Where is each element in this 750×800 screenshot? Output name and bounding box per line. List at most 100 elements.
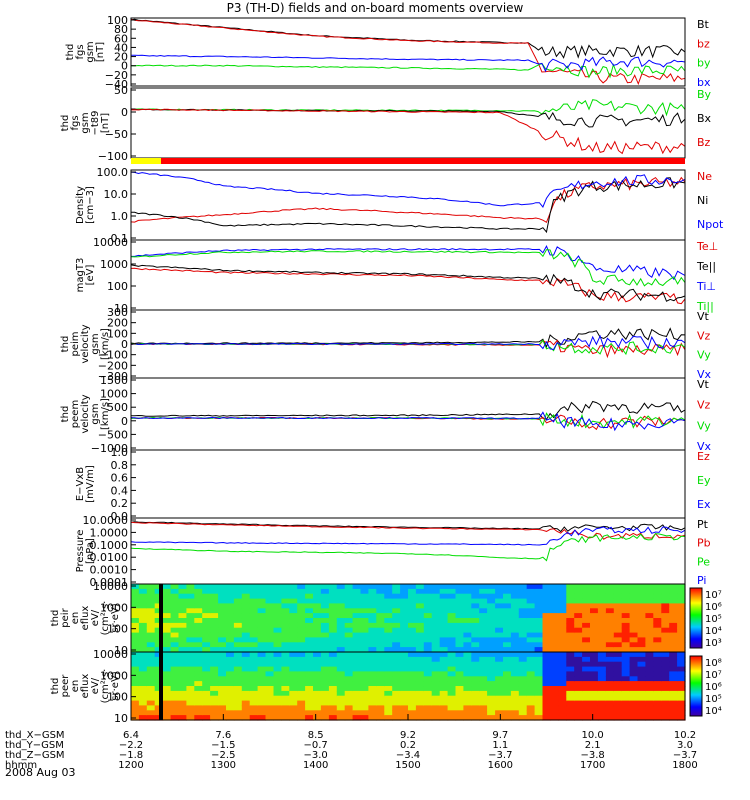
ele_spec-cell [510, 676, 520, 682]
ele_spec-cell [653, 715, 662, 721]
ele_spec-cell [392, 700, 401, 707]
ele_spec-cell [146, 671, 156, 677]
ele_spec-y-label: en [70, 680, 81, 693]
ion_spec-cell [590, 593, 599, 600]
ion_spec-cell [669, 593, 678, 600]
ion_spec-cell [661, 637, 670, 643]
ion_spec-cell [360, 588, 369, 595]
panel-pressure: 10.00001.00000.10000.01000.00100.0001Pre… [75, 514, 711, 589]
ele_spec-cell [233, 661, 243, 668]
ele_spec-cell [534, 700, 544, 707]
ele_spec-cell [297, 661, 306, 668]
ion_spec-cell [510, 584, 520, 590]
ion_spec-cell [281, 593, 290, 600]
ion_spec-data-gap [159, 584, 163, 652]
ele_spec-cell [233, 671, 243, 677]
ion_spec-cell [455, 598, 464, 605]
vi-y-tick-label: 100 [107, 327, 128, 340]
ele_spec-cell [534, 715, 544, 721]
efield-y-label: E−VxB [75, 467, 86, 501]
ele_spec-cell [621, 710, 631, 716]
temp-legend-item: Te⊥ [696, 240, 718, 253]
ion_spec-cell [487, 613, 496, 619]
ion_spec-cell [273, 598, 282, 605]
ion_spec-cell [463, 588, 472, 595]
ion_spec-cell [495, 584, 504, 590]
ion_spec-cell [218, 622, 227, 629]
ion_spec-cell [313, 613, 322, 619]
ion_spec-cell [289, 627, 298, 634]
ele_spec-cell [613, 656, 623, 663]
ion_spec-cell [534, 613, 544, 619]
ele_spec-colorbar-label: 10⁵ [705, 694, 722, 705]
ion_spec-cell [613, 593, 623, 600]
ion_spec-cell [495, 647, 504, 653]
ele_spec-cell [241, 700, 251, 707]
ele_spec-cell [495, 715, 504, 721]
ion_spec-cell [550, 618, 559, 624]
ele_spec-cell [455, 666, 464, 673]
ion_spec-cell [170, 603, 180, 609]
ele_spec-cell [289, 695, 298, 702]
ion_spec-cell [376, 598, 385, 605]
ele_spec-cell [352, 710, 362, 716]
ion_spec-cell [542, 642, 551, 648]
ele_spec-cell [408, 652, 417, 658]
ion_spec-cell [328, 608, 338, 614]
ele_spec-cell [376, 652, 385, 658]
ion_spec-cell [582, 632, 591, 639]
ele_spec-y-label: thd [50, 678, 61, 695]
ele_spec-cell [368, 705, 377, 711]
ion_spec-y-label: eV/ [90, 609, 101, 626]
ele_spec-cell [431, 686, 441, 692]
ion_spec-cell [210, 647, 219, 653]
ion_spec-cell [558, 637, 567, 643]
ele_spec-cell [542, 681, 551, 687]
ele_spec-cell [170, 686, 180, 692]
ele_spec-cell [590, 671, 599, 677]
ele_spec-cell [384, 652, 393, 658]
ele_spec-cell [487, 686, 496, 692]
ele_spec-cell [447, 661, 457, 668]
ion_spec-cell [455, 613, 464, 619]
ele_spec-cell [471, 666, 480, 673]
ion_spec-cell [479, 588, 488, 595]
ele_spec-cell [645, 710, 654, 716]
ion_spec-cell [257, 608, 267, 614]
ele_spec-cell [534, 710, 544, 716]
ele_spec-cell [384, 676, 393, 682]
ion_spec-cell [605, 588, 615, 595]
ele_spec-cell [669, 700, 678, 707]
ion_spec-cell [518, 608, 528, 614]
ele_spec-cell [344, 671, 354, 677]
ion_spec-cell [590, 598, 599, 605]
ion_spec-cell [495, 588, 504, 595]
pressure-y-tick-label: 0.0001 [90, 576, 129, 589]
ele_spec-cell [550, 666, 559, 673]
ion_spec-cell [368, 627, 377, 634]
ele_spec-cell [305, 676, 314, 682]
ele_spec-cell [360, 686, 369, 692]
ion_spec-cell [233, 588, 243, 595]
ele_spec-cell [613, 681, 623, 687]
ele_spec-cell [384, 695, 393, 702]
ion_spec-cell [645, 603, 654, 609]
ele_spec-cell [479, 715, 488, 721]
ele_spec-cell [605, 656, 615, 663]
ion_spec-cell [257, 603, 267, 609]
ion_spec-cell [352, 637, 362, 643]
ele_spec-cell [352, 686, 362, 692]
ion_spec-cell [669, 622, 678, 629]
fgs-series-bz [130, 18, 686, 86]
ion_spec-cell [597, 608, 607, 614]
ele_spec-cell [637, 656, 646, 663]
ion_spec-cell [328, 618, 338, 624]
ion_spec-cell [249, 593, 259, 600]
ion_spec-cell [218, 618, 227, 624]
ion_spec-cell [408, 632, 417, 639]
ele_spec-cell [170, 661, 180, 668]
ele_spec-cell [368, 710, 377, 716]
ele_spec-cell [384, 715, 393, 721]
ion_spec-cell [305, 593, 314, 600]
ion_spec-cell [305, 584, 314, 590]
